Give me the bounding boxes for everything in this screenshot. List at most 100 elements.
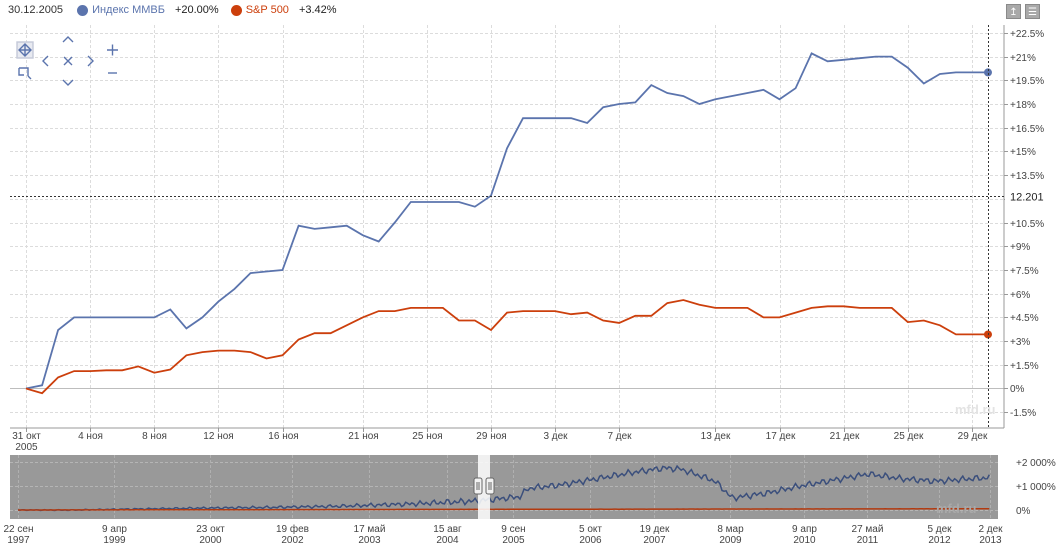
chevron-up-icon[interactable] [62,36,74,43]
y-tick-label: +9% [1010,242,1030,253]
zoom-box-icon[interactable] [18,67,32,80]
legend-name-mmvb[interactable]: Индекс ММВБ [92,4,165,16]
legend-name-sp500[interactable]: S&P 500 [245,4,289,16]
x-tick-label: 29 ноя [476,431,506,442]
navigator-x-tick-year-label: 2004 [436,535,459,546]
reset-icon[interactable] [63,56,73,66]
legend-value-sp500: +3.42% [298,4,337,16]
navigator-x-tick-label: 19 фев [276,523,309,535]
navigator-x-tick-year-label: 2012 [928,535,951,546]
chevron-down-icon[interactable] [62,79,74,86]
navigator-x-tick-label: 9 апр [792,524,817,535]
navigator-x-tick-label: 5 дек [927,524,952,535]
navigator-x-tick-year-label: 2011 [857,535,879,546]
nav-controls [16,36,118,86]
navigator-x-tick-label: 5 окт [579,524,602,535]
navigator-x-tick-label: 19 дек [640,524,670,535]
navigator-handle-left[interactable] [473,477,483,495]
y-tick-label: 0% [1010,384,1025,395]
pan-icon[interactable] [16,41,34,59]
navigator-y-tick-label: +2 000% [1016,458,1056,469]
chevron-left-icon[interactable] [42,55,49,67]
x-tick-label: 8 ноя [142,431,167,442]
x-tick-label: 3 дек [543,431,568,442]
x-tick-label: 17 дек [766,431,796,442]
navigator-x-tick-label: 17 май [354,524,386,535]
navigator-x-tick-label: 9 апр [102,524,127,535]
navigator-x-tick-label: 22 сен [4,524,34,535]
navigator-x-tick-label: 8 мар [717,524,744,535]
plot-background[interactable] [10,25,1004,428]
chart-header: 30.12.2005 Индекс ММВБ +20.00% S&P 500 +… [8,2,349,18]
navigator-series [17,464,990,512]
navigator-x-tick-year-label: 2013 [979,535,1002,546]
navigator-y-tick-label: +1 000% [1016,482,1056,493]
series-end-point-mmvb[interactable] [983,68,992,77]
series-end-point-sp500[interactable] [983,330,992,339]
navigator-window[interactable] [478,455,490,519]
x-tick-label: 21 дек [830,431,860,442]
navigator-x-tick-label: 15 авг [433,524,462,535]
navigator-line-mmvb [17,464,990,512]
y-tick-label: +15% [1010,147,1036,158]
y-tick-label: +21% [1010,53,1036,64]
x-tick-label: 16 ноя [268,431,298,442]
date-label: 30.12.2005 [8,4,64,16]
navigator-x-tick-label: 2 дек [978,524,1003,535]
navigator-x-tick-year-label: 2000 [199,535,222,546]
navigator-watermark: mfd.ru [936,501,977,516]
y-tick-label: -1.5% [1010,408,1036,419]
legend-marker-sp500[interactable] [230,4,242,16]
legend-marker-mmvb[interactable] [77,4,89,16]
x-tick-label: 13 дек [701,431,731,442]
y-tick-label: +7.5% [1010,266,1039,277]
navigator-selection [473,455,495,519]
series-group [25,52,992,395]
y-axis: +22.5%+21%+19.5%+18%+16.5%+15%+13.5%+12%… [1004,29,1044,419]
navigator-x-tick-year-label: 1997 [7,535,30,546]
legend-value-mmvb: +20.00% [174,4,219,16]
crosshair-label-bg [1005,188,1055,204]
grid [10,25,1004,428]
y-tick-label: +16.5% [1010,124,1044,135]
y-tick-label: +18% [1010,100,1036,111]
navigator-x-tick-year-label: 2007 [643,535,666,546]
x-tick-label: 25 дек [894,431,924,442]
x-tick-label: 29 дек [958,431,988,442]
navigator-x-tick-year-label: 2005 [502,535,525,546]
crosshair-label: 12.201 [1010,192,1044,204]
navigator-y-tick-label: 0% [1016,506,1031,517]
navigator-x-tick-year-label: 2006 [579,535,602,546]
navigator-x-tick-year-label: 2003 [358,535,381,546]
y-tick-label: +4.5% [1010,313,1039,324]
chevron-right-icon[interactable] [87,55,94,67]
x-tick-label: 4 ноя [78,431,103,442]
x-tick-year-label: 2005 [15,442,38,453]
x-tick-label: 12 ноя [203,431,233,442]
navigator-x-tick-year-label: 1999 [103,535,126,546]
y-tick-label: +6% [1010,290,1030,301]
zoom-in-icon[interactable] [107,44,118,56]
navigator-x-tick-year-label: 2009 [719,535,742,546]
navigator-handle-right[interactable] [485,477,495,495]
navigator-x-tick-year-label: 2002 [281,535,304,546]
y-tick-label: +19.5% [1010,76,1044,87]
navigator-x-tick-label: 27 май [852,524,884,535]
x-tick-label: 7 дек [607,431,632,442]
crosshair: 12.201 [10,25,1055,428]
export-icon[interactable]: ↥ [1006,4,1021,19]
y-tick-label: +22.5% [1010,29,1044,40]
navigator-grid [10,455,998,519]
y-tick-label: +1.5% [1010,361,1039,372]
menu-icon[interactable]: ☰ [1025,4,1040,19]
y-tick-label: +10.5% [1010,219,1044,230]
series-line-sp500[interactable] [25,299,988,395]
navigator-x-tick-year-label: 2010 [793,535,816,546]
series-line-mmvb[interactable] [25,52,988,390]
x-tick-label: 25 ноя [412,431,442,442]
x-tick-label: 21 ноя [348,431,378,442]
navigator-line-sp500 [18,507,990,511]
